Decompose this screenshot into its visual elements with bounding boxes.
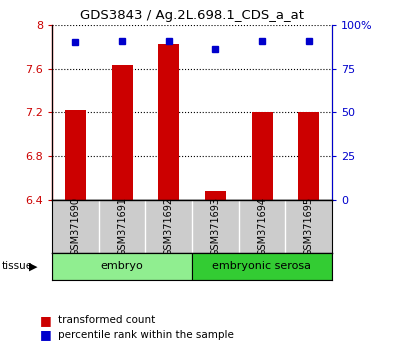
Text: ▶: ▶: [29, 261, 37, 272]
Text: ■: ■: [40, 328, 52, 341]
Text: ■: ■: [40, 314, 52, 327]
Text: embryonic serosa: embryonic serosa: [212, 261, 312, 272]
Bar: [112, 65, 132, 200]
Text: GSM371694: GSM371694: [257, 197, 267, 256]
Text: GSM371690: GSM371690: [70, 197, 80, 256]
Text: GSM371692: GSM371692: [164, 197, 174, 256]
Bar: [65, 110, 86, 200]
Text: tissue: tissue: [2, 261, 33, 272]
Bar: [298, 112, 319, 200]
Text: GSM371691: GSM371691: [117, 197, 127, 256]
Text: GSM371693: GSM371693: [210, 197, 220, 256]
Text: percentile rank within the sample: percentile rank within the sample: [58, 330, 234, 339]
Bar: [52, 253, 192, 280]
Bar: [158, 45, 179, 200]
Text: transformed count: transformed count: [58, 315, 155, 325]
Title: GDS3843 / Ag.2L.698.1_CDS_a_at: GDS3843 / Ag.2L.698.1_CDS_a_at: [80, 9, 304, 22]
Bar: [205, 191, 226, 200]
Bar: [252, 112, 272, 200]
Text: GSM371695: GSM371695: [304, 197, 314, 256]
Text: embryo: embryo: [101, 261, 143, 272]
Bar: [192, 253, 332, 280]
